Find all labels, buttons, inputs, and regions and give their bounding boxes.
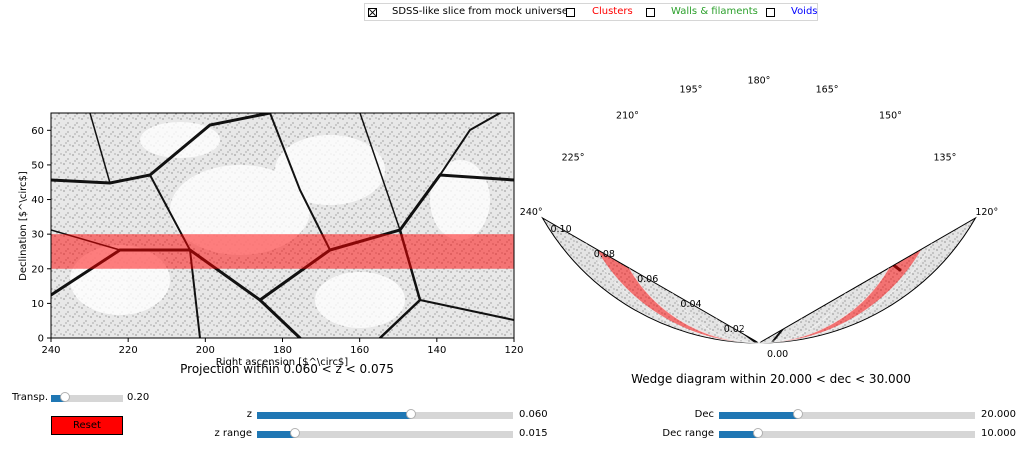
wedge-radial-tick-label: 0.00 bbox=[767, 349, 788, 360]
projection-ytick-label: 30 bbox=[31, 230, 44, 241]
wedge-angle-tick-label: 135° bbox=[934, 153, 957, 164]
dec-range-slider-label: Dec range bbox=[662, 428, 714, 439]
wedge-axes-frame bbox=[541, 216, 977, 344]
projection-xtick-label: 180 bbox=[273, 345, 292, 356]
z-range-slider[interactable] bbox=[257, 428, 513, 438]
projection-ytick-label: 60 bbox=[31, 126, 44, 137]
dec-slider-label: Dec bbox=[694, 409, 714, 420]
z-slider[interactable] bbox=[257, 409, 513, 419]
z-range-slider-fill bbox=[257, 431, 296, 438]
reset-button[interactable]: Reset bbox=[51, 416, 123, 435]
projection-ytick-label: 40 bbox=[31, 195, 44, 206]
layer-checkbox-panel: SDSS-like slice from mock universe Clust… bbox=[364, 3, 818, 21]
checkbox-label-voids[interactable]: Voids bbox=[791, 6, 818, 17]
dec-slider-fill bbox=[719, 412, 798, 419]
checkbox-label-clusters[interactable]: Clusters bbox=[592, 6, 633, 17]
wedge-grid-spoke bbox=[693, 101, 760, 344]
projection-xtick-label: 120 bbox=[504, 345, 523, 356]
transparency-slider[interactable] bbox=[51, 392, 123, 402]
projection-title: Projection within 0.060 < z < 0.075 bbox=[180, 362, 394, 376]
wedge-angle-tick-label: 180° bbox=[748, 76, 771, 87]
dec-slider-value: 20.000 bbox=[981, 409, 1016, 420]
wedge-grid-spoke bbox=[633, 126, 760, 344]
dec-range-slider-value: 10.000 bbox=[981, 428, 1016, 439]
projection-xtick-label: 240 bbox=[41, 345, 60, 356]
wedge-grid-spoke bbox=[581, 165, 760, 344]
z-range-slider-handle[interactable] bbox=[290, 428, 301, 438]
z-slider-label: z bbox=[246, 409, 252, 420]
projection-xtick-label: 140 bbox=[427, 345, 446, 356]
wedge-angle-tick-label: 120° bbox=[975, 207, 998, 218]
dec-range-slider[interactable] bbox=[719, 428, 975, 438]
transparency-slider-fill bbox=[51, 395, 66, 402]
z-slider-value: 0.060 bbox=[519, 409, 548, 420]
dec-selection-band bbox=[51, 234, 514, 269]
wedge-angle-tick-label: 225° bbox=[562, 153, 585, 164]
z-range-slider-value: 0.015 bbox=[519, 428, 548, 439]
projection-galaxy-map bbox=[51, 113, 514, 338]
wedge-galaxy-map bbox=[542, 218, 976, 344]
wedge-grid-spoke bbox=[758, 101, 825, 344]
dec-slider[interactable] bbox=[719, 409, 975, 419]
dec-range-slider-handle[interactable] bbox=[753, 428, 764, 438]
checkbox-label-walls-filaments[interactable]: Walls & filaments bbox=[671, 6, 758, 17]
projection-ytick-label: 10 bbox=[31, 299, 44, 310]
wedge-angle-tick-label: 150° bbox=[879, 111, 902, 122]
wedge-angle-tick-label: 240° bbox=[520, 207, 543, 218]
projection-xlabel: Right ascension [$^\circ$] bbox=[216, 357, 349, 368]
transparency-slider-handle[interactable] bbox=[60, 392, 71, 402]
projection-ytick-label: 20 bbox=[31, 264, 44, 275]
projection-ylabel: Declination [$^\circ$] bbox=[18, 171, 29, 281]
wedge-title: Wedge diagram within 20.000 < dec < 30.0… bbox=[631, 372, 911, 386]
wedge-radial-tick-label: 0.08 bbox=[594, 249, 615, 260]
z-slider-handle[interactable] bbox=[405, 409, 416, 419]
dec-slider-handle[interactable] bbox=[792, 409, 803, 419]
projection-xtick-label: 220 bbox=[119, 345, 138, 356]
projection-plot: 240 220 200 180 160 140 120 0 10 20 30 40 50 60 Right… bbox=[18, 112, 524, 376]
wedge-radial-tick-label: 0.02 bbox=[724, 324, 745, 335]
projection-ytick-label: 50 bbox=[31, 160, 44, 171]
wedge-angle-tick-label: 165° bbox=[816, 84, 839, 95]
checkbox-voids[interactable] bbox=[766, 8, 775, 17]
transparency-slider-value: 0.20 bbox=[127, 392, 150, 403]
wedge-radial-tick-label: 0.04 bbox=[680, 299, 701, 310]
z-slider-fill bbox=[257, 412, 411, 419]
checkbox-walls-filaments[interactable] bbox=[646, 8, 655, 17]
wedge-radial-tick-label: 0.10 bbox=[550, 224, 571, 235]
wedge-angle-tick-label: 210° bbox=[616, 111, 639, 122]
wedge-radial-tick-label: 0.06 bbox=[637, 274, 658, 285]
wedge-grid-spoke bbox=[758, 126, 885, 344]
projection-ytick-label: 0 bbox=[38, 334, 44, 345]
checkbox-clusters[interactable] bbox=[566, 8, 575, 17]
checkbox-label-sdss-slice[interactable]: SDSS-like slice from mock universe bbox=[392, 6, 569, 17]
dec-range-slider-fill bbox=[719, 431, 759, 438]
wedge-plot: 0.00 0.02 0.04 0.06 0.08 0.10 240° 225° 210° 195°… bbox=[520, 76, 998, 387]
z-range-slider-label: z range bbox=[214, 428, 252, 439]
wedge-grid-spoke bbox=[758, 165, 937, 344]
wedge-angle-tick-label: 195° bbox=[679, 84, 702, 95]
projection-xtick-label: 200 bbox=[196, 345, 215, 356]
projection-xtick-label: 160 bbox=[350, 345, 369, 356]
checkbox-sdss-slice[interactable] bbox=[368, 8, 377, 17]
transparency-slider-label: Transp. bbox=[12, 392, 48, 403]
